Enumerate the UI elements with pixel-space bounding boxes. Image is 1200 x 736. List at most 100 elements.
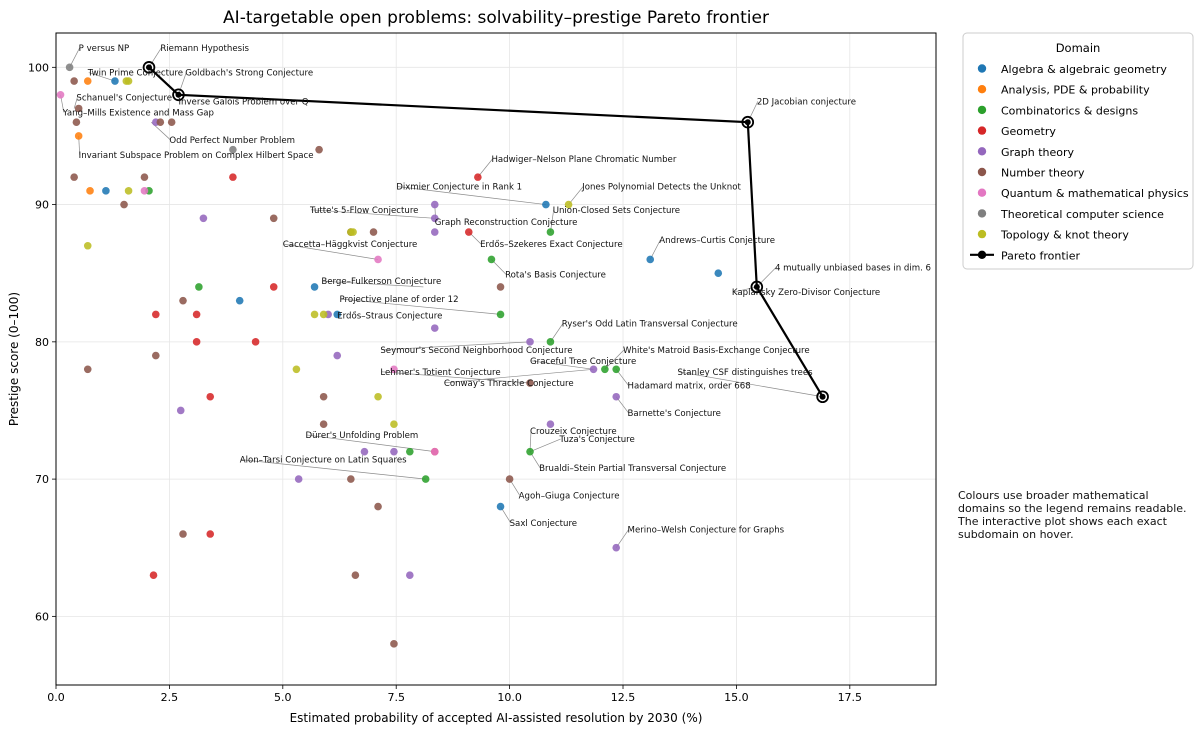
data-point	[65, 63, 74, 72]
y-tick-label: 70	[35, 473, 49, 486]
annotation-label: 2D Jacobian conjecture	[757, 97, 856, 107]
annotation-label: Erdős–Straus Conjecture	[337, 312, 442, 322]
annotation-label: Yang–Mills Existence and Mass Gap	[62, 108, 214, 118]
data-point	[156, 118, 165, 127]
x-tick-label: 2.5	[161, 691, 179, 704]
annotation-label: Ryser's Odd Latin Transversal Conjecture	[562, 320, 738, 330]
annotation-label: Riemann Hypothesis	[160, 44, 249, 54]
pareto-marker-core	[744, 119, 751, 126]
legend-marker	[977, 147, 987, 156]
data-point	[70, 173, 78, 181]
data-point	[430, 228, 439, 236]
annotation-label: Goldbach's Strong Conjecture	[185, 69, 313, 79]
annotation-leader	[322, 280, 424, 288]
annotation-leader	[568, 186, 584, 205]
annotation-label: 4 mutually unbiased bases in dim. 6	[775, 263, 931, 273]
y-tick-label: 100	[28, 61, 49, 74]
data-point	[546, 228, 555, 236]
data-point	[140, 187, 149, 195]
legend-marker	[977, 188, 987, 197]
legend-label: Algebra & algebraic geometry	[1001, 63, 1167, 76]
pareto-marker-core	[819, 393, 826, 400]
annotation-label: Agoh–Giuga Conjecture	[519, 491, 620, 501]
data-point	[70, 77, 78, 85]
data-point	[124, 77, 133, 85]
legend: Domain Algebra & algebraic geometry Analy…	[962, 32, 1194, 270]
annotation-leader	[340, 298, 501, 315]
data-point	[714, 269, 723, 278]
annotation-leader	[283, 243, 379, 260]
legend-marker	[977, 167, 987, 177]
data-point	[269, 214, 278, 223]
data-point	[351, 571, 360, 579]
x-tick-label: 17.5	[838, 691, 863, 704]
legend-label: Analysis, PDE & probability	[1001, 84, 1150, 97]
data-point	[315, 145, 323, 154]
data-point	[124, 187, 133, 195]
footnote: Colours use broader mathematical domains…	[958, 489, 1187, 541]
pareto-marker	[750, 280, 764, 294]
data-point	[406, 571, 414, 579]
data-point	[319, 310, 328, 319]
data-point	[496, 502, 505, 511]
annotation-leader	[240, 459, 426, 480]
pareto-marker-core	[175, 91, 182, 98]
data-point	[601, 365, 609, 374]
data-point	[360, 447, 369, 456]
annotation-label: Barnette's Conjecture	[628, 409, 721, 419]
annotation-label-layer: P versus NP Riemann Hypothesis Twin Prime …	[62, 44, 931, 536]
legend-marker	[977, 105, 987, 115]
annotation-label: Projective plane of order 12	[340, 295, 459, 305]
annotation-leader	[530, 360, 594, 370]
annotation-leader	[73, 97, 78, 109]
x-tick-label: 5.0	[274, 691, 292, 704]
data-point	[111, 77, 119, 85]
data-point	[333, 310, 342, 319]
data-point	[179, 296, 187, 305]
annotation-leader	[477, 158, 493, 178]
data-point	[151, 351, 160, 360]
data-point	[199, 214, 208, 223]
annotation-leader	[381, 371, 531, 384]
data-point	[192, 310, 201, 319]
data-point	[496, 283, 505, 291]
annotation-label: Lehmer's Totient Conjecture	[380, 368, 500, 378]
data-point	[430, 200, 439, 209]
pareto-marker-core	[145, 64, 152, 71]
data-point	[496, 310, 505, 319]
data-point	[430, 214, 439, 223]
annotation-layer	[60, 47, 823, 548]
annotation-label: Rota's Basis Conjecture	[505, 270, 606, 280]
legend-marker	[977, 229, 987, 239]
annotation-label: Invariant Subspace Problem on Complex Hi…	[79, 151, 314, 161]
data-point	[310, 283, 319, 291]
legend-label: Pareto frontier	[1001, 249, 1080, 262]
data-point	[369, 228, 378, 236]
x-tick-label: 12.5	[611, 691, 636, 704]
data-point	[505, 475, 514, 483]
data-point	[542, 200, 550, 209]
chart-title: AI-targetable open problems: solvability…	[223, 8, 769, 28]
plot-frame	[55, 32, 937, 686]
data-point	[140, 173, 149, 181]
annotation-leader	[756, 267, 777, 288]
legend-label: Geometry	[1001, 125, 1056, 138]
data-point	[120, 200, 128, 209]
data-point	[74, 104, 83, 113]
data-point	[195, 283, 203, 291]
pareto-marker-layer	[142, 61, 829, 404]
data-point	[390, 365, 398, 374]
legend-title: Domain	[1056, 41, 1101, 55]
data-point	[102, 187, 110, 195]
data-point	[179, 530, 187, 538]
annotation-label: Crouzeix Conjecture	[530, 427, 617, 437]
annotation-leader	[178, 72, 187, 95]
data-point	[206, 530, 215, 538]
annotation-label: Tutte's 5-Flow Conjecture	[309, 206, 418, 216]
annotation-label: Union-Closed Sets Conjecture	[553, 206, 680, 216]
data-point	[487, 255, 496, 264]
data-point	[310, 310, 319, 319]
data-point	[192, 338, 201, 346]
x-tick-label: 0.0	[47, 691, 65, 704]
